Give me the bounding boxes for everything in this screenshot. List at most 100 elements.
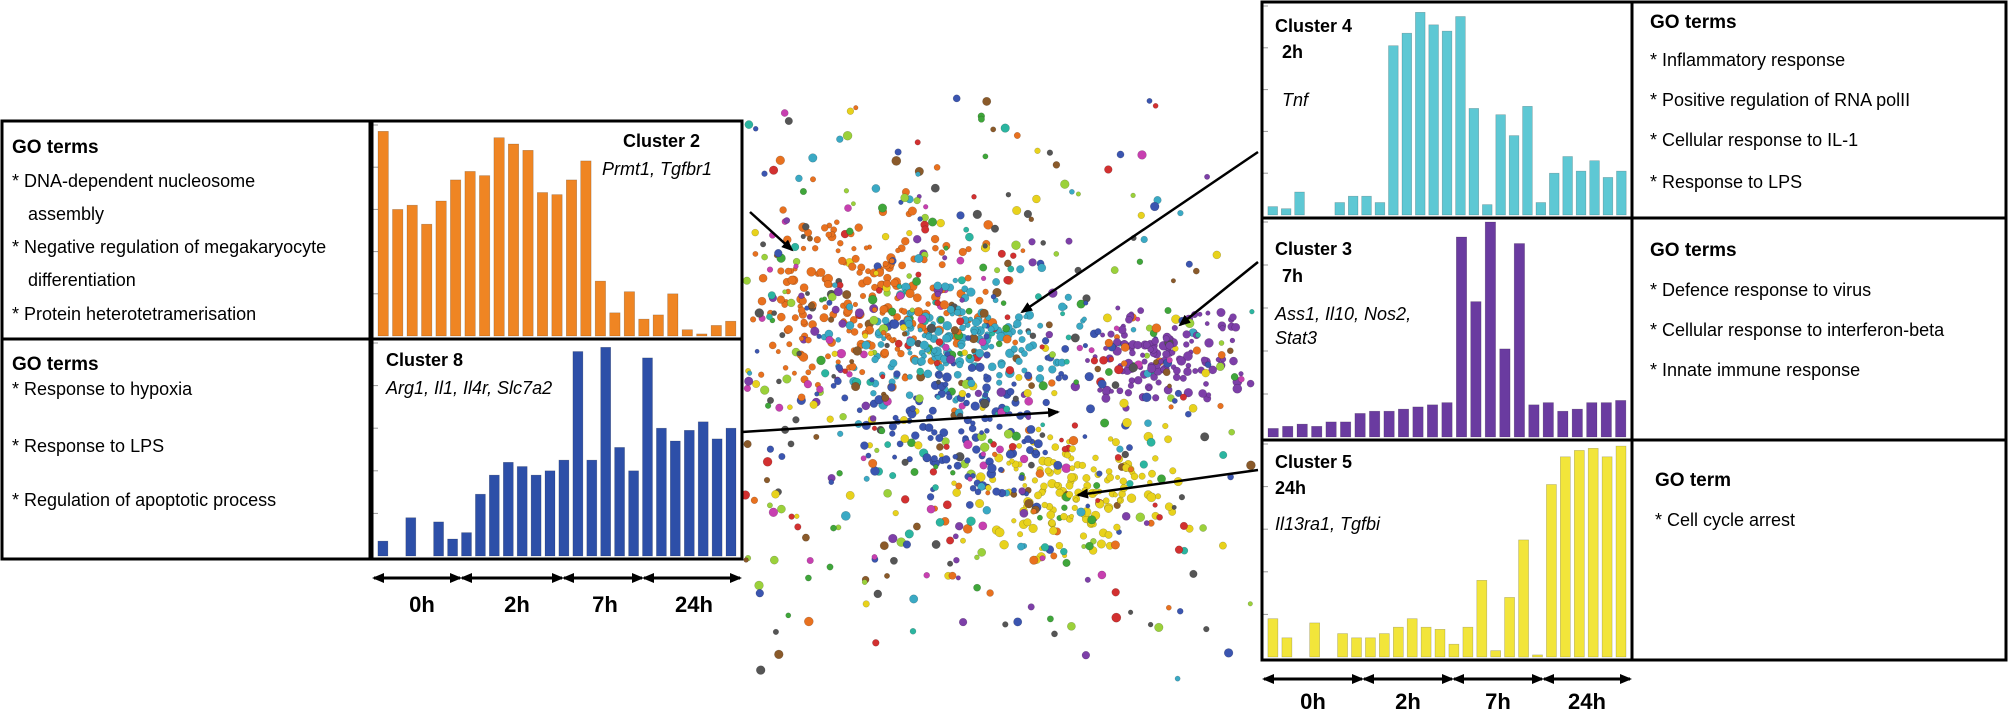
scatter-node (782, 364, 789, 371)
scatter-node (1133, 340, 1143, 350)
scatter-node (1073, 379, 1079, 385)
scatter-node (771, 490, 780, 499)
bar (516, 466, 528, 557)
scatter-node (788, 513, 795, 520)
scatter-node (836, 135, 844, 143)
scatter-node (926, 323, 937, 334)
scatter-node (1228, 428, 1235, 436)
bar (1420, 626, 1432, 658)
scatter-node (1155, 379, 1162, 386)
scatter-node (1140, 235, 1148, 244)
bar (1296, 423, 1308, 438)
scatter-node (1094, 328, 1102, 335)
bar (1586, 402, 1598, 438)
scatter-node (942, 333, 951, 343)
bar (1434, 628, 1446, 658)
scatter-node (1011, 381, 1017, 387)
bar (1462, 626, 1474, 658)
scatter-node (752, 250, 759, 257)
scatter-node (1088, 347, 1095, 354)
scatter-node (1113, 523, 1121, 531)
scatter-node (1045, 330, 1054, 339)
scatter-node (1185, 362, 1192, 369)
scatter-node (1049, 526, 1058, 535)
scatter-node (1096, 470, 1103, 477)
scatter-node (996, 445, 1004, 454)
go-term: * Negative regulation of megakaryocyte (12, 237, 326, 257)
scatter-node (787, 404, 793, 411)
bar (1575, 170, 1587, 216)
scatter-node (909, 628, 917, 635)
scatter-node (877, 341, 885, 348)
scatter-node (861, 579, 868, 585)
scatter-node (894, 339, 903, 348)
scatter-node (1166, 604, 1172, 611)
scatter-node (744, 120, 754, 129)
scatter-node (1071, 504, 1078, 512)
scatter-node (835, 336, 842, 343)
scatter-node (1200, 356, 1208, 364)
scatter-node (930, 455, 938, 463)
scatter-node (827, 292, 837, 302)
scatter-node (962, 524, 973, 534)
scatter-node (1041, 337, 1050, 345)
scatter-node (963, 439, 973, 450)
bar (1369, 410, 1381, 438)
scatter-node (906, 456, 913, 463)
scatter-node (958, 617, 968, 627)
scatter-node (1069, 188, 1075, 195)
scatter-node (1067, 622, 1076, 631)
scatter-node (1203, 625, 1210, 633)
scatter-node (767, 291, 776, 300)
scatter-node (1064, 293, 1072, 301)
bar (1354, 413, 1366, 438)
scatter-node (982, 288, 989, 295)
scatter-node (1151, 337, 1159, 345)
bar (1468, 108, 1479, 216)
go-term: * Inflammatory response (1650, 50, 1845, 70)
scatter-node (1035, 426, 1042, 433)
bar (696, 333, 708, 337)
scatter-node (1035, 469, 1045, 478)
scatter-node (982, 391, 989, 398)
scatter-node (1010, 252, 1017, 259)
scatter-node (816, 333, 822, 340)
scatter-node (1042, 449, 1048, 456)
scatter-node (761, 253, 768, 261)
scatter-node (907, 373, 913, 380)
scatter-node (766, 266, 774, 273)
scatter-node (1012, 395, 1019, 402)
scatter-node (983, 351, 991, 359)
scatter-node (872, 639, 880, 647)
scatter-node (1104, 504, 1113, 513)
scatter-node (883, 279, 891, 288)
scatter-node (1137, 307, 1145, 314)
scatter-node (1218, 340, 1225, 346)
bar (1571, 408, 1583, 438)
scatter-node (1065, 491, 1074, 499)
scatter-node (806, 266, 817, 277)
scatter-node (907, 206, 917, 216)
scatter-node (860, 455, 867, 462)
scatter-node (961, 349, 968, 356)
scatter-node (797, 393, 806, 402)
scatter-node (1084, 358, 1090, 364)
bar (1574, 450, 1585, 658)
scatter-node (1090, 538, 1097, 545)
scatter-node (1204, 361, 1212, 369)
scatter-node (774, 249, 783, 258)
scatter-node (1111, 612, 1122, 623)
scatter-node (842, 368, 849, 375)
bar (551, 194, 563, 337)
scatter-node (911, 431, 920, 440)
go-box-cluster-5 (1630, 438, 2008, 662)
scatter-node (996, 371, 1003, 379)
scatter-node (1127, 382, 1135, 389)
bar (1484, 221, 1496, 438)
scatter-node (974, 389, 983, 398)
go-term: * Cellular response to interferon-beta (1650, 320, 1945, 340)
scatter-node (793, 263, 799, 269)
scatter-node (1152, 394, 1160, 402)
scatter-node (912, 293, 922, 303)
go-term: * Cellular response to IL-1 (1650, 130, 1858, 150)
